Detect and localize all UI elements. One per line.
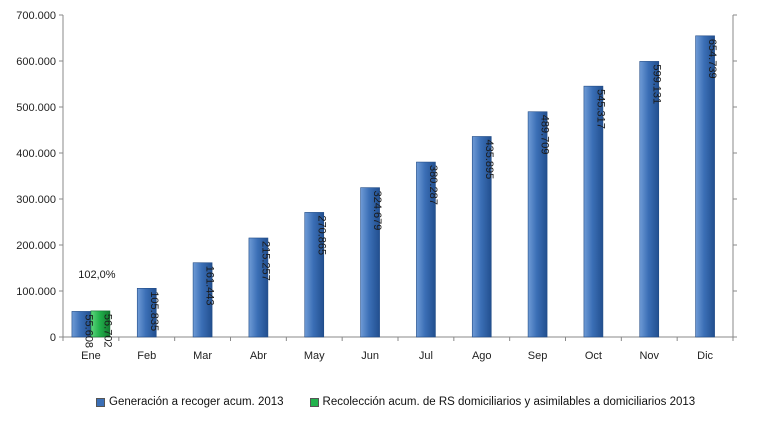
data-labels: 55.608 56.702 105.835 161.443 215.257 270.865… [78, 39, 718, 348]
data-label: 545.317 [594, 89, 606, 129]
data-label: 56.702 [101, 314, 113, 348]
bar-generacion [136, 288, 157, 338]
bars [71, 35, 715, 338]
x-tick-label: Mar [193, 350, 212, 362]
y-tick-label: 600.000 [16, 56, 56, 68]
bar-generacion [527, 111, 548, 338]
x-tick-label: Jun [361, 350, 379, 362]
legend-item-recoleccion: Recolección acum. de RS domiciliarios y … [309, 396, 696, 408]
data-label: 55.608 [82, 314, 94, 348]
bar-generacion [471, 136, 492, 338]
bar-generacion [695, 35, 715, 338]
data-label: 489.709 [539, 115, 551, 155]
bar-generacion [583, 85, 604, 338]
y-tick-label: 300.000 [16, 194, 56, 206]
bar-chart: 0 100.000 200.000 300.000 400.000 500.000 600.… [16, 10, 737, 362]
data-label: 324.679 [371, 191, 383, 231]
data-label: 215.257 [259, 241, 271, 281]
data-label: 654.739 [706, 39, 718, 79]
legend: Generación a recoger acum. 2013 Recolecc… [96, 396, 695, 408]
bar-recoleccion [90, 310, 111, 338]
x-tick-label: Jul [419, 350, 433, 362]
axes: 0 100.000 200.000 300.000 400.000 500.000 600.… [16, 10, 737, 362]
bar-generacion [416, 161, 436, 338]
legend-item-generacion: Generación a recoger acum. 2013 [96, 396, 284, 408]
x-tick-label: Ago [472, 350, 492, 362]
x-tick-label: May [304, 350, 325, 362]
legend-swatch-green [309, 397, 319, 407]
bar-generacion [248, 237, 269, 338]
x-tick-label: Nov [639, 350, 659, 362]
x-tick-label: Ene [81, 350, 101, 362]
y-tick-label: 400.000 [16, 148, 56, 160]
y-tick-label: 100.000 [16, 286, 56, 298]
legend-swatch-blue [96, 397, 105, 407]
y-tick-label: 200.000 [16, 240, 56, 252]
data-label: 270.865 [315, 215, 327, 255]
percentage-annotation: 102,0% [78, 269, 116, 281]
y-tick-label: 500.000 [16, 102, 56, 114]
bar-generacion [360, 187, 380, 338]
data-label: 161.443 [204, 266, 216, 306]
x-tick-label: Abr [250, 350, 267, 362]
x-tick-label: Feb [137, 350, 156, 362]
bar-generacion [192, 262, 213, 338]
y-tick-label: 700.000 [16, 10, 56, 22]
legend-label: Recolección acum. de RS domiciliarios y … [322, 396, 696, 408]
data-label: 599.131 [650, 64, 662, 104]
x-tick-label: Oct [585, 350, 602, 362]
bar-generacion [304, 212, 325, 338]
data-label: 380.287 [427, 165, 439, 205]
bar-generacion [639, 61, 660, 338]
y-tick-label: 0 [50, 332, 56, 344]
data-label: 435.895 [483, 139, 495, 179]
x-tick-label: Sep [528, 350, 548, 362]
x-tick-label: Dic [697, 350, 713, 362]
legend-label: Generación a recoger acum. 2013 [109, 396, 284, 408]
data-label: 105.835 [148, 291, 160, 331]
